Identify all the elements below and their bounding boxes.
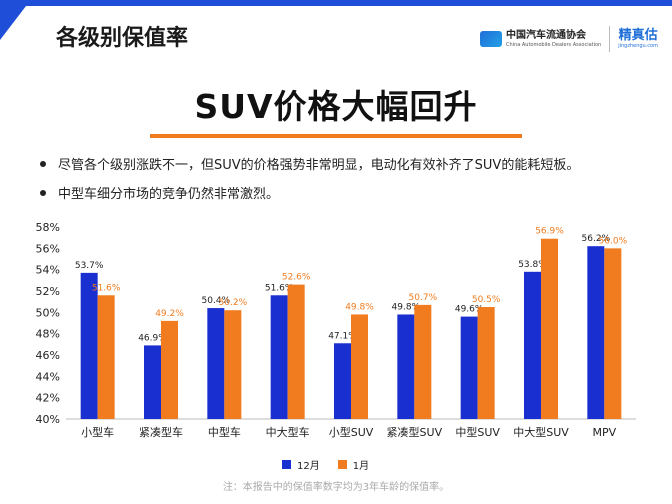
data-label: 50.2%: [219, 298, 248, 308]
y-tick-label: 44%: [36, 370, 60, 383]
y-tick-label: 48%: [36, 328, 60, 341]
cada-name-cn: 中国汽车流通协会: [506, 29, 587, 41]
bar: [541, 238, 558, 419]
logo-divider: [609, 26, 611, 52]
x-tick-label: MPV: [593, 426, 617, 439]
data-label: 52.6%: [282, 273, 311, 283]
bar: [80, 272, 98, 419]
data-label: 49.2%: [155, 309, 184, 319]
bar: [270, 295, 288, 419]
y-tick-label: 46%: [36, 349, 60, 362]
x-tick-label: 中型车: [208, 425, 241, 439]
bullet-list: 尽管各个级别涨跌不一，但SUV的价格强势非常明显，电动化有效补齐了SUV的能耗短…: [40, 154, 579, 212]
jzg-name-en: jingzhengu.com: [618, 43, 658, 49]
bullet-item: 尽管各个级别涨跌不一，但SUV的价格强势非常明显，电动化有效补齐了SUV的能耗短…: [40, 154, 579, 173]
jzg-name-cn: 精真估: [618, 28, 658, 43]
bar: [287, 284, 305, 419]
bar: [587, 246, 605, 419]
logo-area: 中国汽车流通协会 China Automobile Dealers Associ…: [480, 26, 658, 52]
data-label: 49.6%: [455, 305, 484, 315]
headline: SUV价格大幅回升: [194, 87, 478, 126]
legend-item-dec: 12月: [282, 457, 320, 472]
legend-item-jan: 1月: [337, 457, 370, 472]
bar: [397, 314, 415, 419]
bar: [604, 248, 622, 419]
bullet-text: 中型车细分市场的竞争仍然非常激烈。: [58, 187, 280, 202]
data-label: 51.6%: [265, 283, 294, 293]
bullet-dot-icon: [40, 189, 46, 196]
data-label: 56.9%: [535, 227, 564, 237]
x-tick-label: 中型SUV: [455, 425, 500, 439]
data-label: 47.1%: [328, 331, 357, 341]
footnote: 注：本报告中的保值率数字均为3年车龄的保值率。: [222, 482, 450, 493]
jzg-logo: 精真估 jingzhengu.com: [618, 29, 658, 49]
x-tick-label: 紧凑型SUV: [387, 425, 443, 439]
data-label: 46.9%: [138, 333, 167, 343]
cada-logo: 中国汽车流通协会 China Automobile Dealers Associ…: [480, 29, 602, 48]
bar-chart: 40% 42% 44% 46% 48% 50% 52% 54% 56% 58% 53.7% 51.6%…: [36, 221, 636, 439]
data-label: 50.4%: [202, 296, 231, 306]
data-label: 50.7%: [409, 293, 438, 303]
y-tick-label: 42%: [36, 392, 60, 405]
x-tick-label: 中大型SUV: [513, 425, 569, 439]
data-label: 53.8%: [518, 260, 547, 270]
x-tick-label: 紧凑型车: [139, 425, 183, 439]
data-label: 53.7%: [75, 261, 104, 271]
bar: [224, 310, 242, 419]
cada-logo-icon: [480, 31, 503, 47]
bar: [97, 295, 115, 419]
data-label: 56.2%: [582, 234, 611, 244]
bar: [524, 271, 541, 419]
y-tick-label: 50%: [36, 306, 60, 319]
x-tick-label: 小型SUV: [329, 425, 374, 439]
top-accent-bar: [0, 0, 672, 6]
bar: [144, 345, 161, 419]
bar: [351, 314, 368, 419]
page-title: 各级别保值率: [56, 26, 189, 51]
legend-label-dec: 12月: [297, 461, 320, 472]
chart-legend: 12月 1月: [282, 457, 369, 472]
y-tick-label: 58%: [36, 221, 60, 234]
bar: [477, 307, 495, 419]
y-tick-label: 56%: [36, 242, 60, 255]
bar: [161, 320, 178, 419]
data-label: 51.6%: [92, 283, 121, 293]
data-label: 49.8%: [345, 302, 374, 312]
bar: [334, 343, 351, 419]
y-tick-label: 54%: [36, 264, 60, 277]
y-tick-label: 40%: [36, 413, 60, 426]
legend-swatch-jan: [337, 460, 347, 469]
data-label: 56.0%: [599, 236, 628, 246]
cada-name-en: China Automobile Dealers Association: [506, 41, 602, 48]
legend-label-jan: 1月: [352, 461, 370, 472]
y-tick-label: 52%: [36, 285, 60, 298]
corner-accent: [0, 6, 26, 40]
bullet-dot-icon: [40, 160, 46, 167]
legend-swatch-dec: [282, 460, 291, 469]
bar: [414, 304, 432, 419]
headline-underline: [150, 134, 522, 138]
data-label: 50.5%: [472, 295, 501, 305]
bullet-text: 尽管各个级别涨跌不一，但SUV的价格强势非常明显，电动化有效补齐了SUV的能耗短…: [58, 158, 580, 173]
bar: [460, 316, 478, 419]
bar: [207, 308, 225, 419]
x-tick-label: 小型车: [81, 425, 114, 439]
bullet-item: 中型车细分市场的竞争仍然非常激烈。: [40, 183, 579, 202]
x-tick-label: 中大型车: [266, 425, 310, 439]
data-label: 49.8%: [392, 302, 421, 312]
